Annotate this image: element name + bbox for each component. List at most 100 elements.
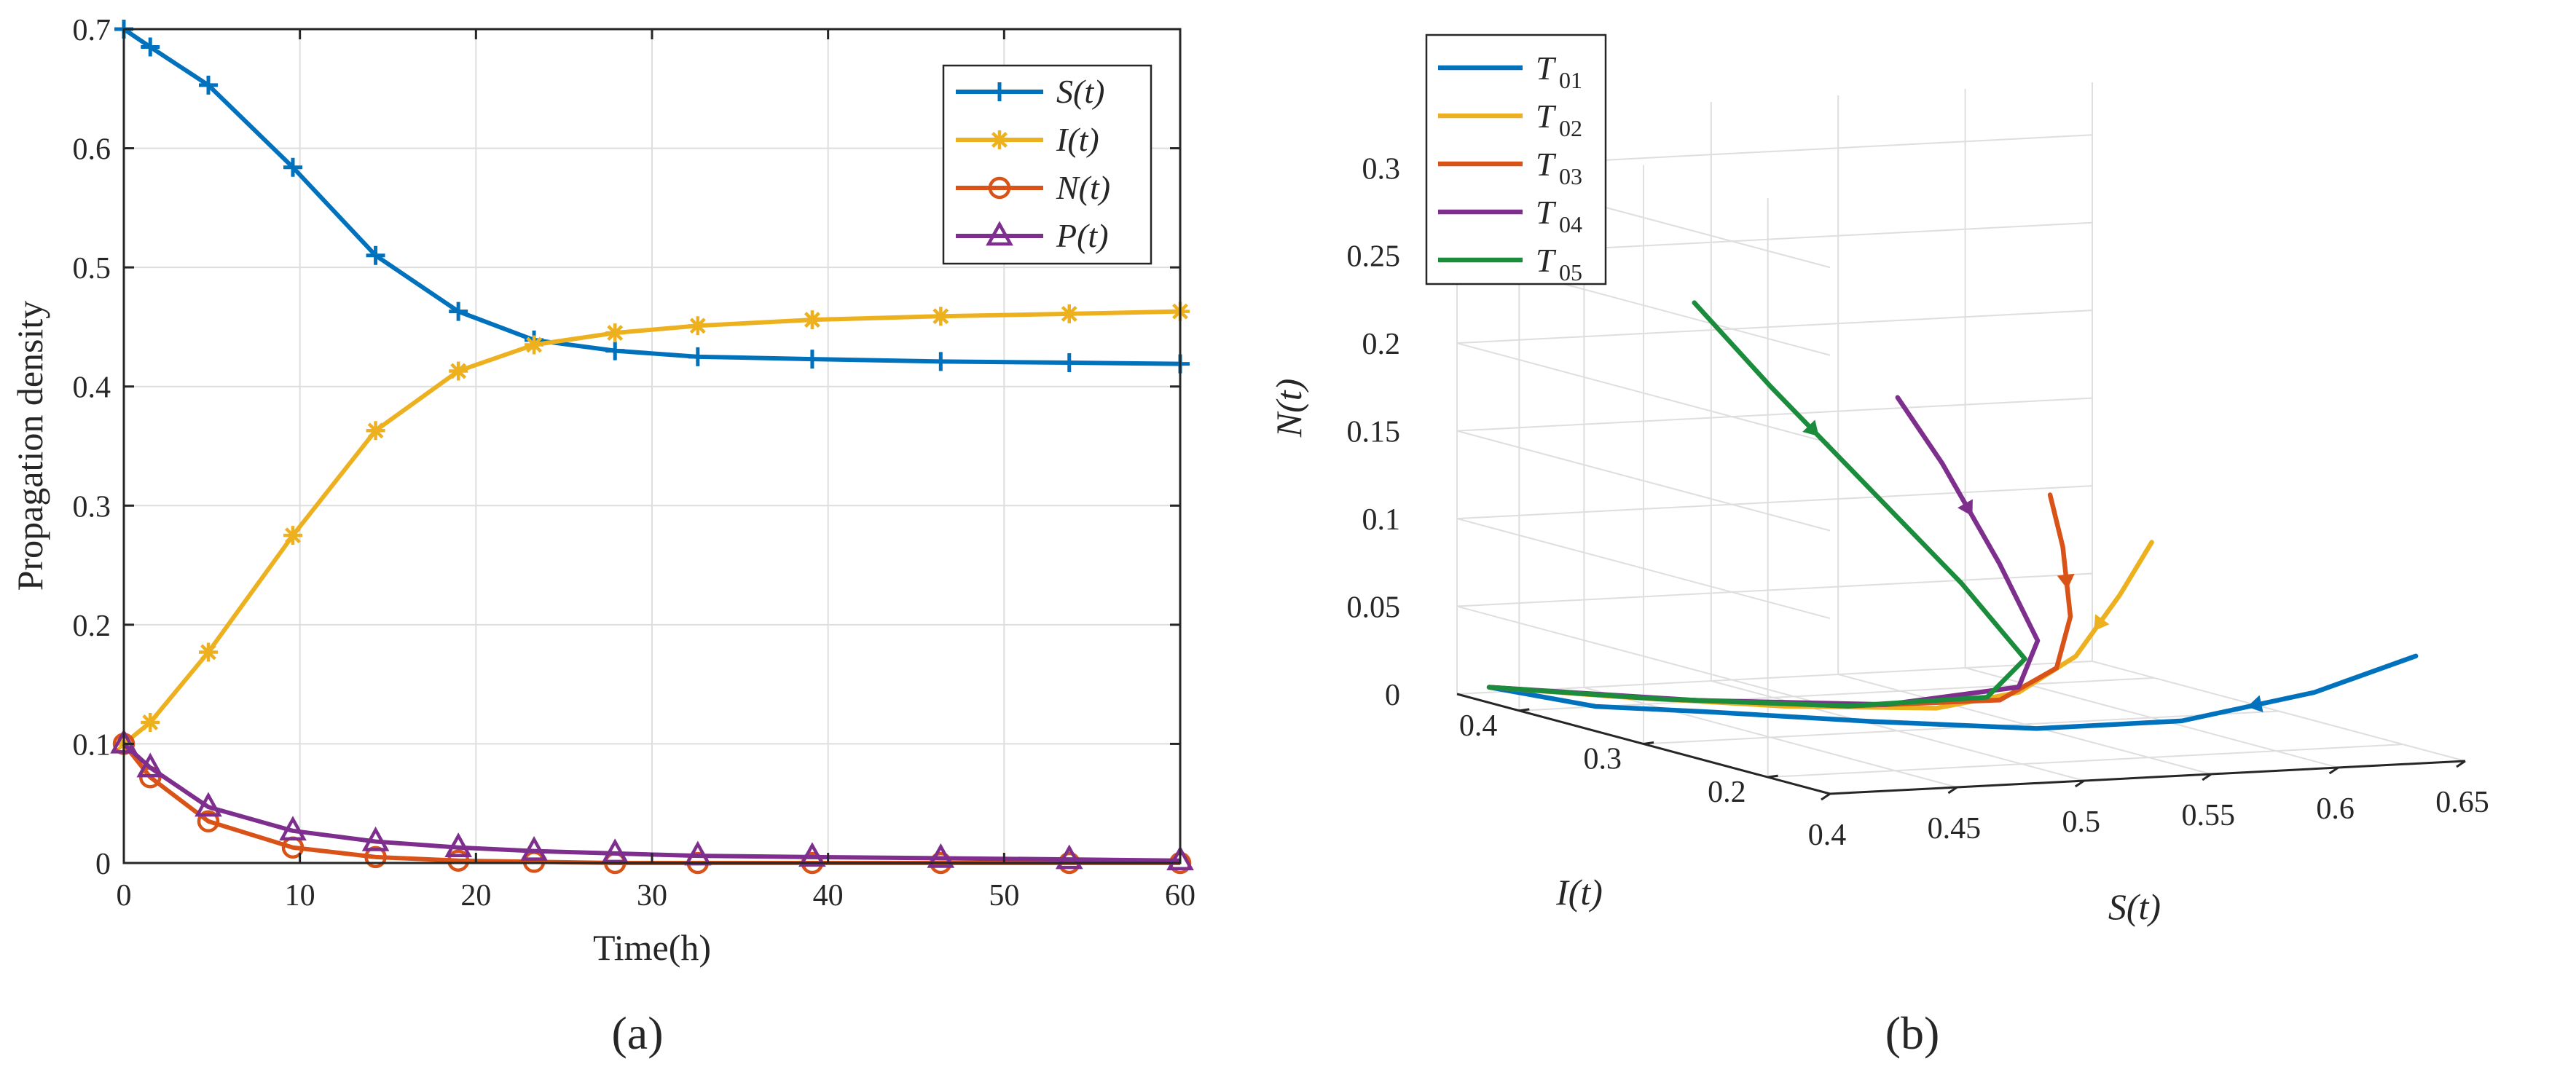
- panel-b-y-tick-label: 0.3: [1584, 743, 1622, 776]
- panel-b-legend-label: T: [1536, 194, 1557, 231]
- panel-b-series: [1486, 300, 2419, 731]
- panel-a-y-tick-label: 0.7: [73, 14, 111, 47]
- panel-a-legend-box: [942, 64, 1152, 265]
- panel-b-z-tick-label: 0.05: [1347, 591, 1401, 625]
- panel-b-series-T_05: [1486, 300, 2027, 709]
- panel-a-x-tick-label: 50: [989, 879, 1019, 913]
- panel-b-back-grid: [1456, 572, 2093, 607]
- panel-b-legend-subscript: 05: [1559, 259, 1582, 285]
- panel-b-legend-subscript: 01: [1559, 67, 1582, 93]
- panel-a-y-tick-label: 0.4: [73, 371, 111, 405]
- panel-a-x-axis-label: Time(h): [593, 927, 711, 968]
- panel-a-data-point: [798, 842, 826, 867]
- panel-a-line-chart: 0 10 20 30 40 50 60 0 0.1 0.2 0.3 0.4 0.5 0.6 0.7 Time…: [9, 14, 1195, 1059]
- panel-b-z-tick-label: 0.15: [1347, 416, 1401, 449]
- panel-a-data-point: [141, 712, 160, 732]
- panel-a-data-point: [447, 849, 470, 872]
- panel-a-x-tick-label: 60: [1165, 879, 1195, 913]
- panel-a-data-point: [525, 335, 544, 355]
- panel-a-y-tick-label: 0: [95, 848, 111, 881]
- panel-b-x-tick-mark: [2074, 779, 2085, 788]
- panel-a-legend-label: N(t): [1056, 169, 1110, 206]
- panel-a-y-tick-label: 0.3: [73, 490, 111, 524]
- panel-a-x-tick-label: 10: [285, 879, 315, 913]
- panel-a-ticks: 0 10 20 30 40 50 60 0 0.1 0.2 0.3 0.4 0.5 0.6 0.7: [73, 14, 1196, 913]
- panel-a-data-point: [802, 310, 822, 330]
- panel-a-data-point: [601, 838, 629, 864]
- panel-b-side-grid: [1456, 430, 1831, 532]
- panel-a-data-point: [136, 752, 165, 778]
- panel-b-x-tick-mark: [1821, 792, 1831, 801]
- panel-b-y-tick-label: 0.2: [1708, 776, 1746, 809]
- panel-b-direction-arrow: [1957, 499, 1973, 516]
- panel-a-legend-marker: [990, 130, 1009, 149]
- panel-b-direction-arrow: [2057, 573, 2075, 590]
- panel-a-y-tick-label: 0.6: [73, 133, 111, 167]
- panel-b-z-tick-label: 0.25: [1347, 240, 1401, 274]
- panel-a-data-point: [199, 75, 218, 95]
- panel-a-y-axis-label: Propagation density: [9, 301, 50, 591]
- panel-a-data-point: [802, 350, 822, 369]
- panel-a-x-tick-label: 40: [813, 879, 844, 913]
- panel-a-x-tick-label: 0: [117, 879, 132, 913]
- panel-a-data-point: [361, 826, 390, 851]
- panel-b-x-tick-mark: [1947, 786, 1958, 795]
- panel-a-data-point: [520, 836, 548, 861]
- panel-b-side-grid: [1456, 518, 1831, 620]
- panel-a-data-point: [283, 157, 302, 177]
- panel-b-caption: (b): [1885, 1007, 1940, 1059]
- panel-a-y-tick-label: 0.1: [73, 728, 111, 762]
- panel-a-legend: S(t) I(t) N(t) P(t): [942, 64, 1152, 265]
- panel-a-x-tick-label: 30: [637, 879, 667, 913]
- panel-a-data-point: [931, 307, 951, 326]
- panel-b-z-tick-label: 0.2: [1362, 328, 1401, 361]
- panel-a-data-point: [444, 832, 472, 857]
- panel-a-data-point: [195, 792, 222, 817]
- panel-a-legend-marker: [990, 82, 1009, 101]
- panel-a-data-point: [141, 37, 160, 57]
- panel-a-data-point: [688, 347, 707, 366]
- panel-a-data-point: [1166, 846, 1194, 870]
- panel-b-legend-label: T: [1536, 50, 1557, 87]
- panel-b-x-axis-label: S(t): [2108, 886, 2161, 927]
- panel-b-floor-grid: [1519, 677, 2155, 712]
- panel-b-y-tick-mark: [1643, 741, 1654, 745]
- panel-b-x-tick-mark: [2456, 760, 2466, 768]
- panel-a-legend-label: I(t): [1056, 121, 1099, 158]
- panel-a-y-tick-label: 0.5: [73, 252, 111, 285]
- panel-b-side-grid: [1456, 605, 1831, 707]
- panel-a-data-point: [1059, 304, 1079, 323]
- panel-a-legend-label: P(t): [1056, 217, 1109, 254]
- panel-b-x-axis: [1829, 760, 2466, 795]
- panel-a-data-point: [605, 341, 625, 360]
- panel-b-legend-label: T: [1536, 242, 1557, 279]
- panel-b-x-tick-label: 0.65: [2435, 786, 2489, 819]
- panel-a-data-point: [366, 245, 385, 265]
- panel-b-direction-arrow: [1802, 419, 1819, 437]
- panel-a-data-point: [931, 352, 951, 371]
- panel-b-legend-label: T: [1536, 98, 1557, 135]
- panel-a-data-point: [449, 302, 468, 321]
- panel-b-x-tick-mark: [2202, 773, 2212, 781]
- panel-b-series-T_01: [1486, 653, 2419, 731]
- panel-b-trajectory: [1486, 395, 2041, 707]
- panel-b-ticks: 0.4 0.45 0.5 0.55 0.6 0.65 0.2 0.3 0.4 0 0.05 0.1 0.…: [1347, 152, 2489, 852]
- panel-b-y-tick-mark: [1767, 774, 1778, 779]
- panel-b-y-tick-label: 0.4: [1459, 709, 1498, 743]
- panel-b-y-tick-mark: [1519, 708, 1530, 712]
- panel-b-3d-chart: 0.4 0.45 0.5 0.55 0.6 0.65 0.2 0.3 0.4 0 0.05 0.1 0.…: [1268, 34, 2489, 1059]
- panel-b-y-axis-label: I(t): [1555, 872, 1603, 913]
- panel-a-caption: (a): [611, 1007, 663, 1059]
- panel-b-series-T_04: [1486, 395, 2041, 707]
- panel-b-trajectory: [1486, 653, 2419, 731]
- panel-b-direction-arrow: [2094, 614, 2110, 631]
- panel-a-data-point: [1059, 353, 1079, 372]
- panel-b-z-axis-label: N(t): [1268, 379, 1309, 438]
- panel-b-legend-subscript: 04: [1559, 211, 1582, 237]
- panel-a-data-point: [1055, 844, 1083, 870]
- panel-b-legend-label: T: [1536, 146, 1557, 183]
- panel-b-x-tick-label: 0.4: [1808, 819, 1847, 852]
- panel-b-x-tick-label: 0.55: [2181, 799, 2235, 832]
- panel-b-x-tick-mark: [2328, 766, 2339, 775]
